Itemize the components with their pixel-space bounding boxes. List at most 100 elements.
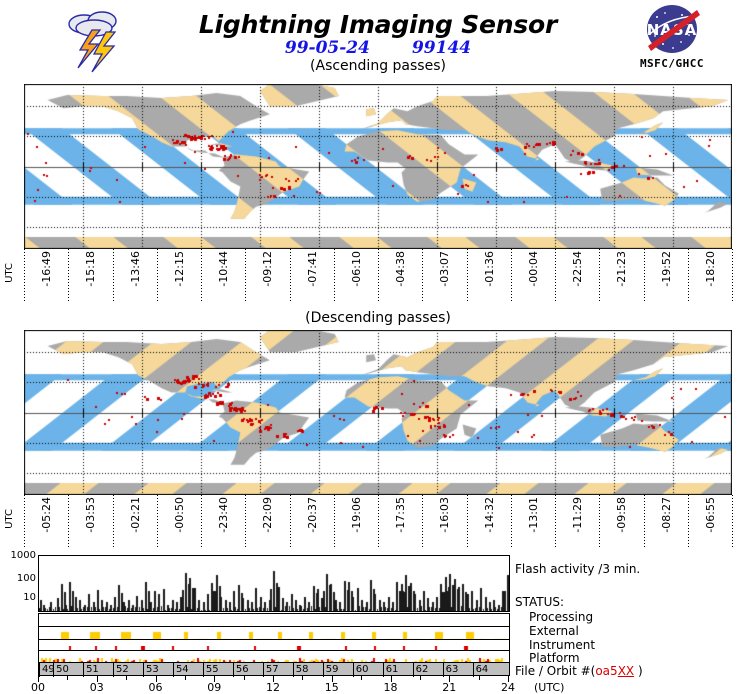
utc-tick-label: -11:29 (571, 497, 584, 533)
map-canvas-ascending (24, 84, 732, 249)
utc-grid-dotline (732, 249, 733, 301)
utc-grid-dotline (511, 249, 512, 301)
utc-tick-label: -14:32 (483, 497, 496, 533)
utc-grid-dotline (688, 495, 689, 547)
utc-grid-dotline (378, 495, 379, 547)
utc-tick-label: -18:20 (704, 251, 717, 287)
orbit-cell[interactable]: 60 (353, 663, 383, 677)
utc-grid-dotline (113, 249, 114, 301)
utc-tick-label: -04:38 (394, 251, 407, 287)
flash-plot-y-axis: 1000 100 10 (0, 550, 36, 612)
orbit-cell[interactable]: 52 (113, 663, 143, 677)
utc-grid-dotline (599, 495, 600, 547)
utc-grid-dotline (68, 249, 69, 301)
utc-axis-title-ascending: UTC (4, 263, 15, 283)
julian-day-value: 99144 (412, 38, 471, 58)
flash-plot-ytick: 100 (17, 573, 36, 584)
utc-grid-dotline (555, 495, 556, 547)
utc-tick-label: -19:06 (350, 497, 363, 533)
utc-grid-dotline (732, 495, 733, 547)
orbit-cell[interactable]: 64 (473, 663, 509, 677)
utc-tick-label: -16:49 (40, 251, 53, 287)
time-axis-label: 06 (149, 681, 163, 694)
utc-axis-title-descending: UTC (4, 509, 15, 529)
utc-tick-label: -09:58 (615, 497, 628, 533)
utc-grid-dotline (555, 249, 556, 301)
status-row-processing (38, 613, 510, 626)
utc-tick-label: -06:10 (350, 251, 363, 287)
orbit-cell[interactable]: 50 (53, 663, 83, 677)
time-axis-minor-tick (185, 676, 186, 680)
utc-grid-dotline (467, 495, 468, 547)
orbit-cell[interactable]: 62 (413, 663, 443, 677)
utc-tick-label: -05:24 (40, 497, 53, 533)
time-axis-minor-tick (361, 676, 362, 680)
utc-tick-label: -07:41 (306, 251, 319, 287)
orbit-cell[interactable]: 56 (233, 663, 263, 677)
file-orbit-prefix: File / Orbit #( (515, 664, 595, 678)
orbit-cell[interactable]: 57 (263, 663, 293, 677)
utc-tick-label: -09:12 (261, 251, 274, 287)
orbit-cell[interactable]: 63 (443, 663, 473, 677)
utc-tick-label: -15:18 (84, 251, 97, 287)
orbit-cell[interactable]: 61 (383, 663, 413, 677)
utc-axis-ascending: UTC -16:49 -15:18 -13:46 -12:15 -10:44 -09:12… (0, 249, 756, 309)
orbit-cell[interactable]: 53 (143, 663, 173, 677)
utc-grid-dotline (334, 495, 335, 547)
time-axis-units: (UTC) (534, 681, 564, 694)
legend-status-external: External (515, 624, 579, 638)
time-axis-minor-tick (479, 676, 480, 680)
utc-tick-label: -16:03 (438, 497, 451, 533)
utc-grid-dotline (511, 495, 512, 547)
utc-grid-dotline (24, 495, 25, 547)
time-axis-label: 21 (442, 681, 456, 694)
utc-tick-label: -01:36 (483, 251, 496, 287)
file-orbit-suffix: ) (634, 664, 643, 678)
date-value: 99-05-24 (285, 38, 370, 58)
utc-grid-dotline (467, 249, 468, 301)
orbit-cell[interactable]: 59 (323, 663, 353, 677)
utc-tick-label: -10:44 (217, 251, 230, 287)
status-row-instrument (38, 639, 510, 650)
time-axis-label: 15 (325, 681, 339, 694)
utc-grid-dotline (688, 249, 689, 301)
utc-tick-label: -06:55 (704, 497, 717, 533)
utc-tick-label: -02:21 (129, 497, 142, 533)
utc-grid-dotline (644, 495, 645, 547)
utc-tick-label: -20:37 (306, 497, 319, 533)
utc-grid-dotline (290, 495, 291, 547)
orbit-cell[interactable]: 49 (39, 663, 53, 677)
legend-flash-activity: Flash activity /3 min. (515, 562, 640, 576)
time-axis-minor-tick (420, 676, 421, 680)
utc-grid-dotline (157, 249, 158, 301)
flash-activity-block: 1000 100 10 49 50 51 52 53 54 55 56 57 58 59 60 61 62 63… (0, 550, 756, 680)
legend-status-processing: Processing (515, 610, 593, 624)
status-row-platform (38, 650, 510, 662)
utc-tick-label: -22:09 (261, 497, 274, 533)
utc-grid-dotline (422, 495, 423, 547)
flash-plot-ytick: 1000 (11, 550, 36, 561)
utc-tick-label: -21:23 (615, 251, 628, 287)
utc-grid-dotline (378, 249, 379, 301)
utc-tick-label: -23:40 (217, 497, 230, 533)
utc-tick-label: -13:46 (129, 251, 142, 287)
orbit-cell[interactable]: 55 (203, 663, 233, 677)
utc-tick-label: -00:50 (173, 497, 186, 533)
orbit-cell[interactable]: 51 (83, 663, 113, 677)
legend-status-instrument: Instrument (515, 638, 595, 652)
utc-tick-label: -08:27 (660, 497, 673, 533)
legend-panel: Flash activity /3 min. STATUS: Processin… (515, 550, 756, 680)
utc-tick-label: -03:07 (438, 251, 451, 287)
orbit-cell[interactable]: 54 (173, 663, 203, 677)
time-axis-label: 09 (207, 681, 221, 694)
utc-tick-label: -19:52 (660, 251, 673, 287)
file-orbit-wildcard: XX (618, 664, 634, 678)
time-axis-minor-tick (244, 676, 245, 680)
time-axis: 00 03 06 09 12 15 18 21 24 (UTC) (38, 676, 510, 680)
status-row-external (38, 626, 510, 639)
utc-tick-label: -13:01 (527, 497, 540, 533)
utc-grid-dotline (422, 249, 423, 301)
utc-grid-dotline (157, 495, 158, 547)
orbit-cell[interactable]: 58 (293, 663, 323, 677)
time-axis-label: 24 (501, 681, 515, 694)
